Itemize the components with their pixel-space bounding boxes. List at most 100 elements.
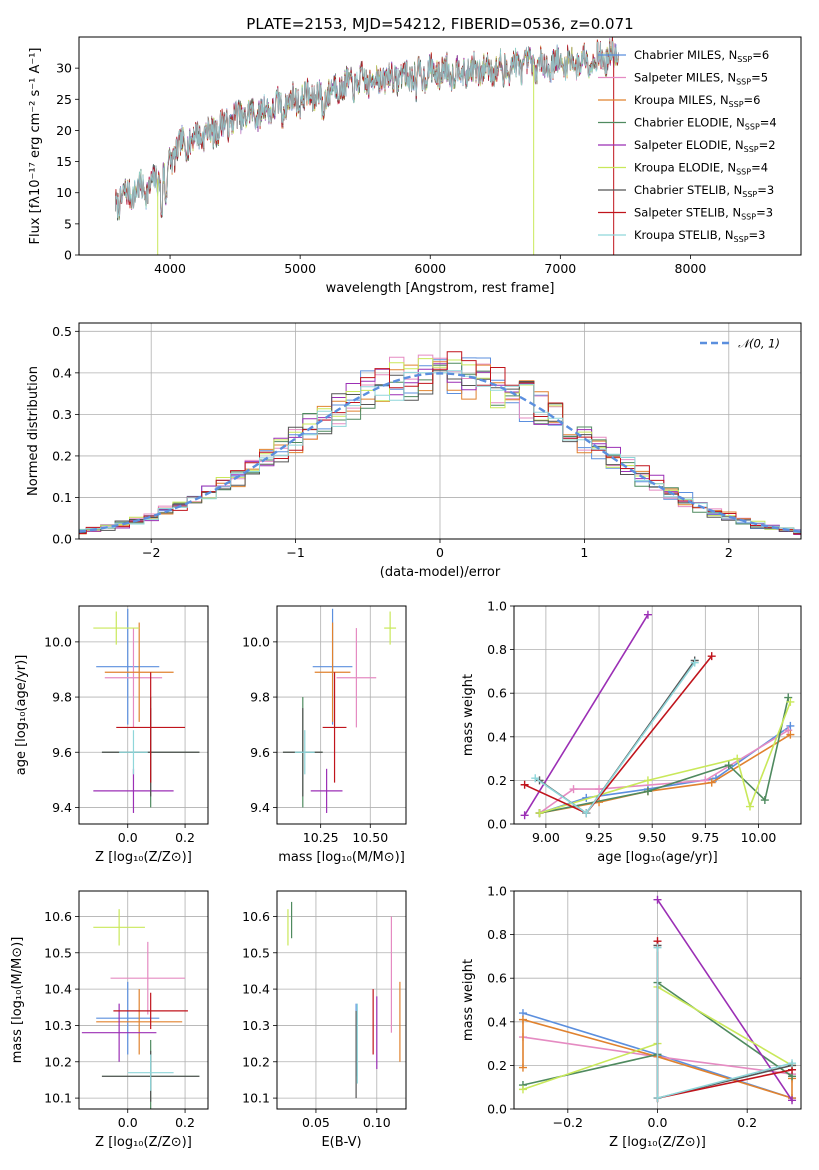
errorbar-kroupa-miles [314,622,351,722]
y-tick-label: 20 [56,123,72,138]
y-axis-label: mass weight [461,959,476,1041]
series-marker-kroupa-elodie [643,776,652,785]
y-tick-label: 0 [64,248,72,263]
x-tick-label: 0 [436,545,444,560]
errorbar-chabrier-miles [96,981,160,1055]
series-marker-kroupa-stelib [788,1059,797,1068]
y-tick-label: 0.0 [52,532,72,547]
axes-mass_vs_Z: 0.0 0.2 10.1 10.2 10.3 10.4 10.5 10.6 Z [log₁₀(Z… [10,890,209,1150]
series-marker-kroupa-elodie [733,754,742,763]
x-tick-label: 0.05 [302,1115,330,1130]
series-kroupa-stelib [531,658,699,818]
y-tick-label: 10.4 [242,982,270,997]
axes-frame-massweight_vs_age [513,605,802,825]
errorbar-salpeter-elodie [81,1003,157,1062]
series-marker-salpeter-stelib [520,780,529,789]
y-tick-label: 10.1 [44,1091,72,1106]
series-marker-kroupa-stelib [653,1094,662,1103]
x-tick-label: 9.00 [532,830,560,845]
y-tick-label: 9.8 [250,690,270,705]
y-tick-label: 0.3 [52,407,72,422]
series-line-salpeter-elodie [656,899,793,1101]
y-tick-label: 1.0 [487,884,507,899]
axes-age_vs_Z: 0.0 0.2 9.4 9.6 9.8 10.0 Z [log₁₀(Z/Z⊙)] age [l… [14,605,209,865]
series-marker-kroupa-stelib [582,809,591,818]
y-tick-label: 9.4 [250,800,270,815]
errorbar-salpeter-stelib [322,672,347,783]
x-tick-label: 0.0 [118,830,138,845]
x-tick-label: 9.75 [691,830,719,845]
x-tick-label: 1 [580,545,588,560]
axes-frame-massweight_vs_Z [513,890,802,1110]
x-axis-label: mass [log₁₀(M/M⊙)] [278,850,405,865]
x-tick-label: 6000 [414,261,446,276]
series-salpeter-elodie [653,895,797,1105]
y-tick-label: 9.4 [52,800,72,815]
x-tick-label: 10.25 [303,830,339,845]
legend-entry-normal: 𝒩(0, 1) [738,337,780,351]
series-marker-kroupa-miles [518,1063,527,1072]
axes-residuals: −2 −1 0 1 2 0.0 0.1 0.2 0.3 0.4 0.5 (data-model)/er… [26,322,802,580]
y-tick-label: 0.4 [487,729,507,744]
plot-layer: 4000 5000 6000 7000 8000051015202530waveleng… [10,36,802,1150]
series-marker-salpeter-elodie [653,895,662,904]
y-tick-label: 10.2 [44,1054,72,1069]
errorbar-salpeter-miles [110,941,186,1015]
x-axis-label: age [log₁₀(age/yr)] [597,850,718,865]
errorbar-salpeter-elodie [310,768,343,813]
errorbar-salpeter-stelib [116,672,186,783]
y-tick-label: 0.0 [487,817,507,832]
errorbar-kroupa-stelib [119,730,148,775]
y-tick-label: 9.6 [250,745,270,760]
y-tick-label: 10.5 [242,945,270,960]
y-tick-label: 10.2 [242,1054,270,1069]
y-tick-label: 10.5 [44,945,72,960]
series-marker-kroupa-miles [518,1015,527,1024]
axes-frame-mass_vs_Z [78,890,209,1110]
plot-area [518,895,797,1105]
series-marker-chabrier-elodie [724,761,733,770]
x-tick-label: 4000 [154,261,186,276]
series-kroupa-elodie [535,697,795,818]
axes-frame-residuals [78,322,802,540]
legend-entry-chabrier-elodie: Chabrier ELODIE, NSSP=4 [634,116,777,132]
legend-entry-chabrier-stelib: Chabrier STELIB, NSSP=3 [634,183,774,199]
y-tick-label: 0.6 [487,686,507,701]
series-marker-salpeter-miles [784,726,793,735]
x-tick-label: −2 [142,545,160,560]
legend-entry-kroupa-elodie: Kroupa ELODIE, NSSP=4 [634,161,768,177]
plot-area [115,37,619,255]
x-tick-label: 10.50 [352,830,388,845]
x-tick-label: 2 [725,545,733,560]
histogram-chabrier-stelib [79,370,801,534]
plot-area [81,909,200,1109]
x-axis-label: Z [log₁₀(Z/Z⊙)] [95,850,192,865]
y-tick-label: 0.5 [52,324,72,339]
y-tick-label: 0.6 [487,971,507,986]
y-axis-label: mass [log₁₀(M/M⊙)] [10,937,25,1064]
series-marker-kroupa-elodie [745,802,754,811]
y-axis-label: Flux [fλ10⁻¹⁷ erg cm⁻² s⁻¹ A⁻¹] [28,48,43,245]
series-marker-kroupa-miles [786,730,795,739]
series-marker-chabrier-miles [786,721,795,730]
y-tick-label: 0.8 [487,927,507,942]
y-axis-label: age [log₁₀(age/yr)] [14,655,29,776]
y-tick-label: 10.0 [242,634,270,649]
y-tick-label: 9.8 [52,690,72,705]
y-tick-label: 0.2 [487,773,507,788]
plot-area [282,608,397,813]
y-tick-label: 1.0 [487,599,507,614]
y-tick-label: 10.0 [44,634,72,649]
x-axis-label: Z [log₁₀(Z/Z⊙)] [95,1135,192,1150]
x-tick-label: 0.0 [648,1115,668,1130]
axes-spectrum: 4000 5000 6000 7000 8000 0 5 10 15 20 25 30 waveleng… [28,36,802,296]
series-marker-chabrier-elodie [643,787,652,796]
x-tick-label: 9.25 [585,830,613,845]
legend-entry-kroupa-stelib: Kroupa STELIB, NSSP=3 [634,228,765,244]
axes-massweight_vs_age: 9.00 9.25 9.50 9.75 10.00 0.0 0.2 0.4 0.6 0.8 1.0 a… [461,599,802,865]
y-tick-label: 10.4 [44,982,72,997]
errorbar-salpeter-elodie [93,768,174,813]
errorbar-kroupa-stelib [127,1054,174,1091]
